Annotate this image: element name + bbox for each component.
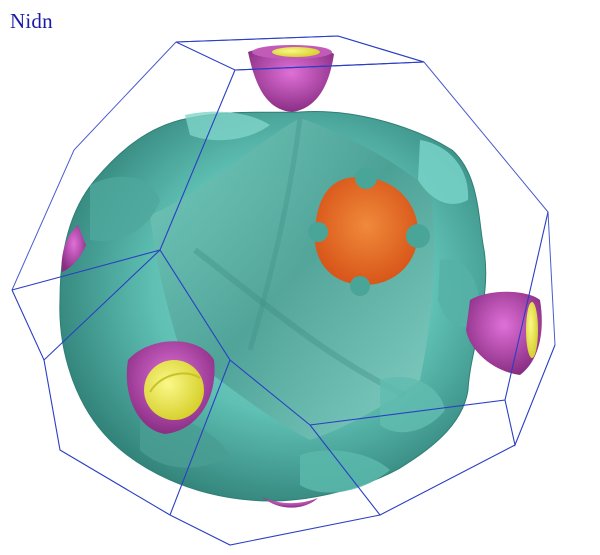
figure-title: Nidn <box>10 9 53 33</box>
brillouin-zone-front-edges <box>11 35 556 546</box>
pocket-right <box>466 291 542 375</box>
main-fermi-surface <box>59 111 487 502</box>
pocket-front-left <box>126 341 215 434</box>
pocket-bottom <box>262 497 318 508</box>
pocket-top <box>248 45 334 112</box>
pocket-left <box>61 225 86 272</box>
orange-pocket <box>308 167 430 296</box>
